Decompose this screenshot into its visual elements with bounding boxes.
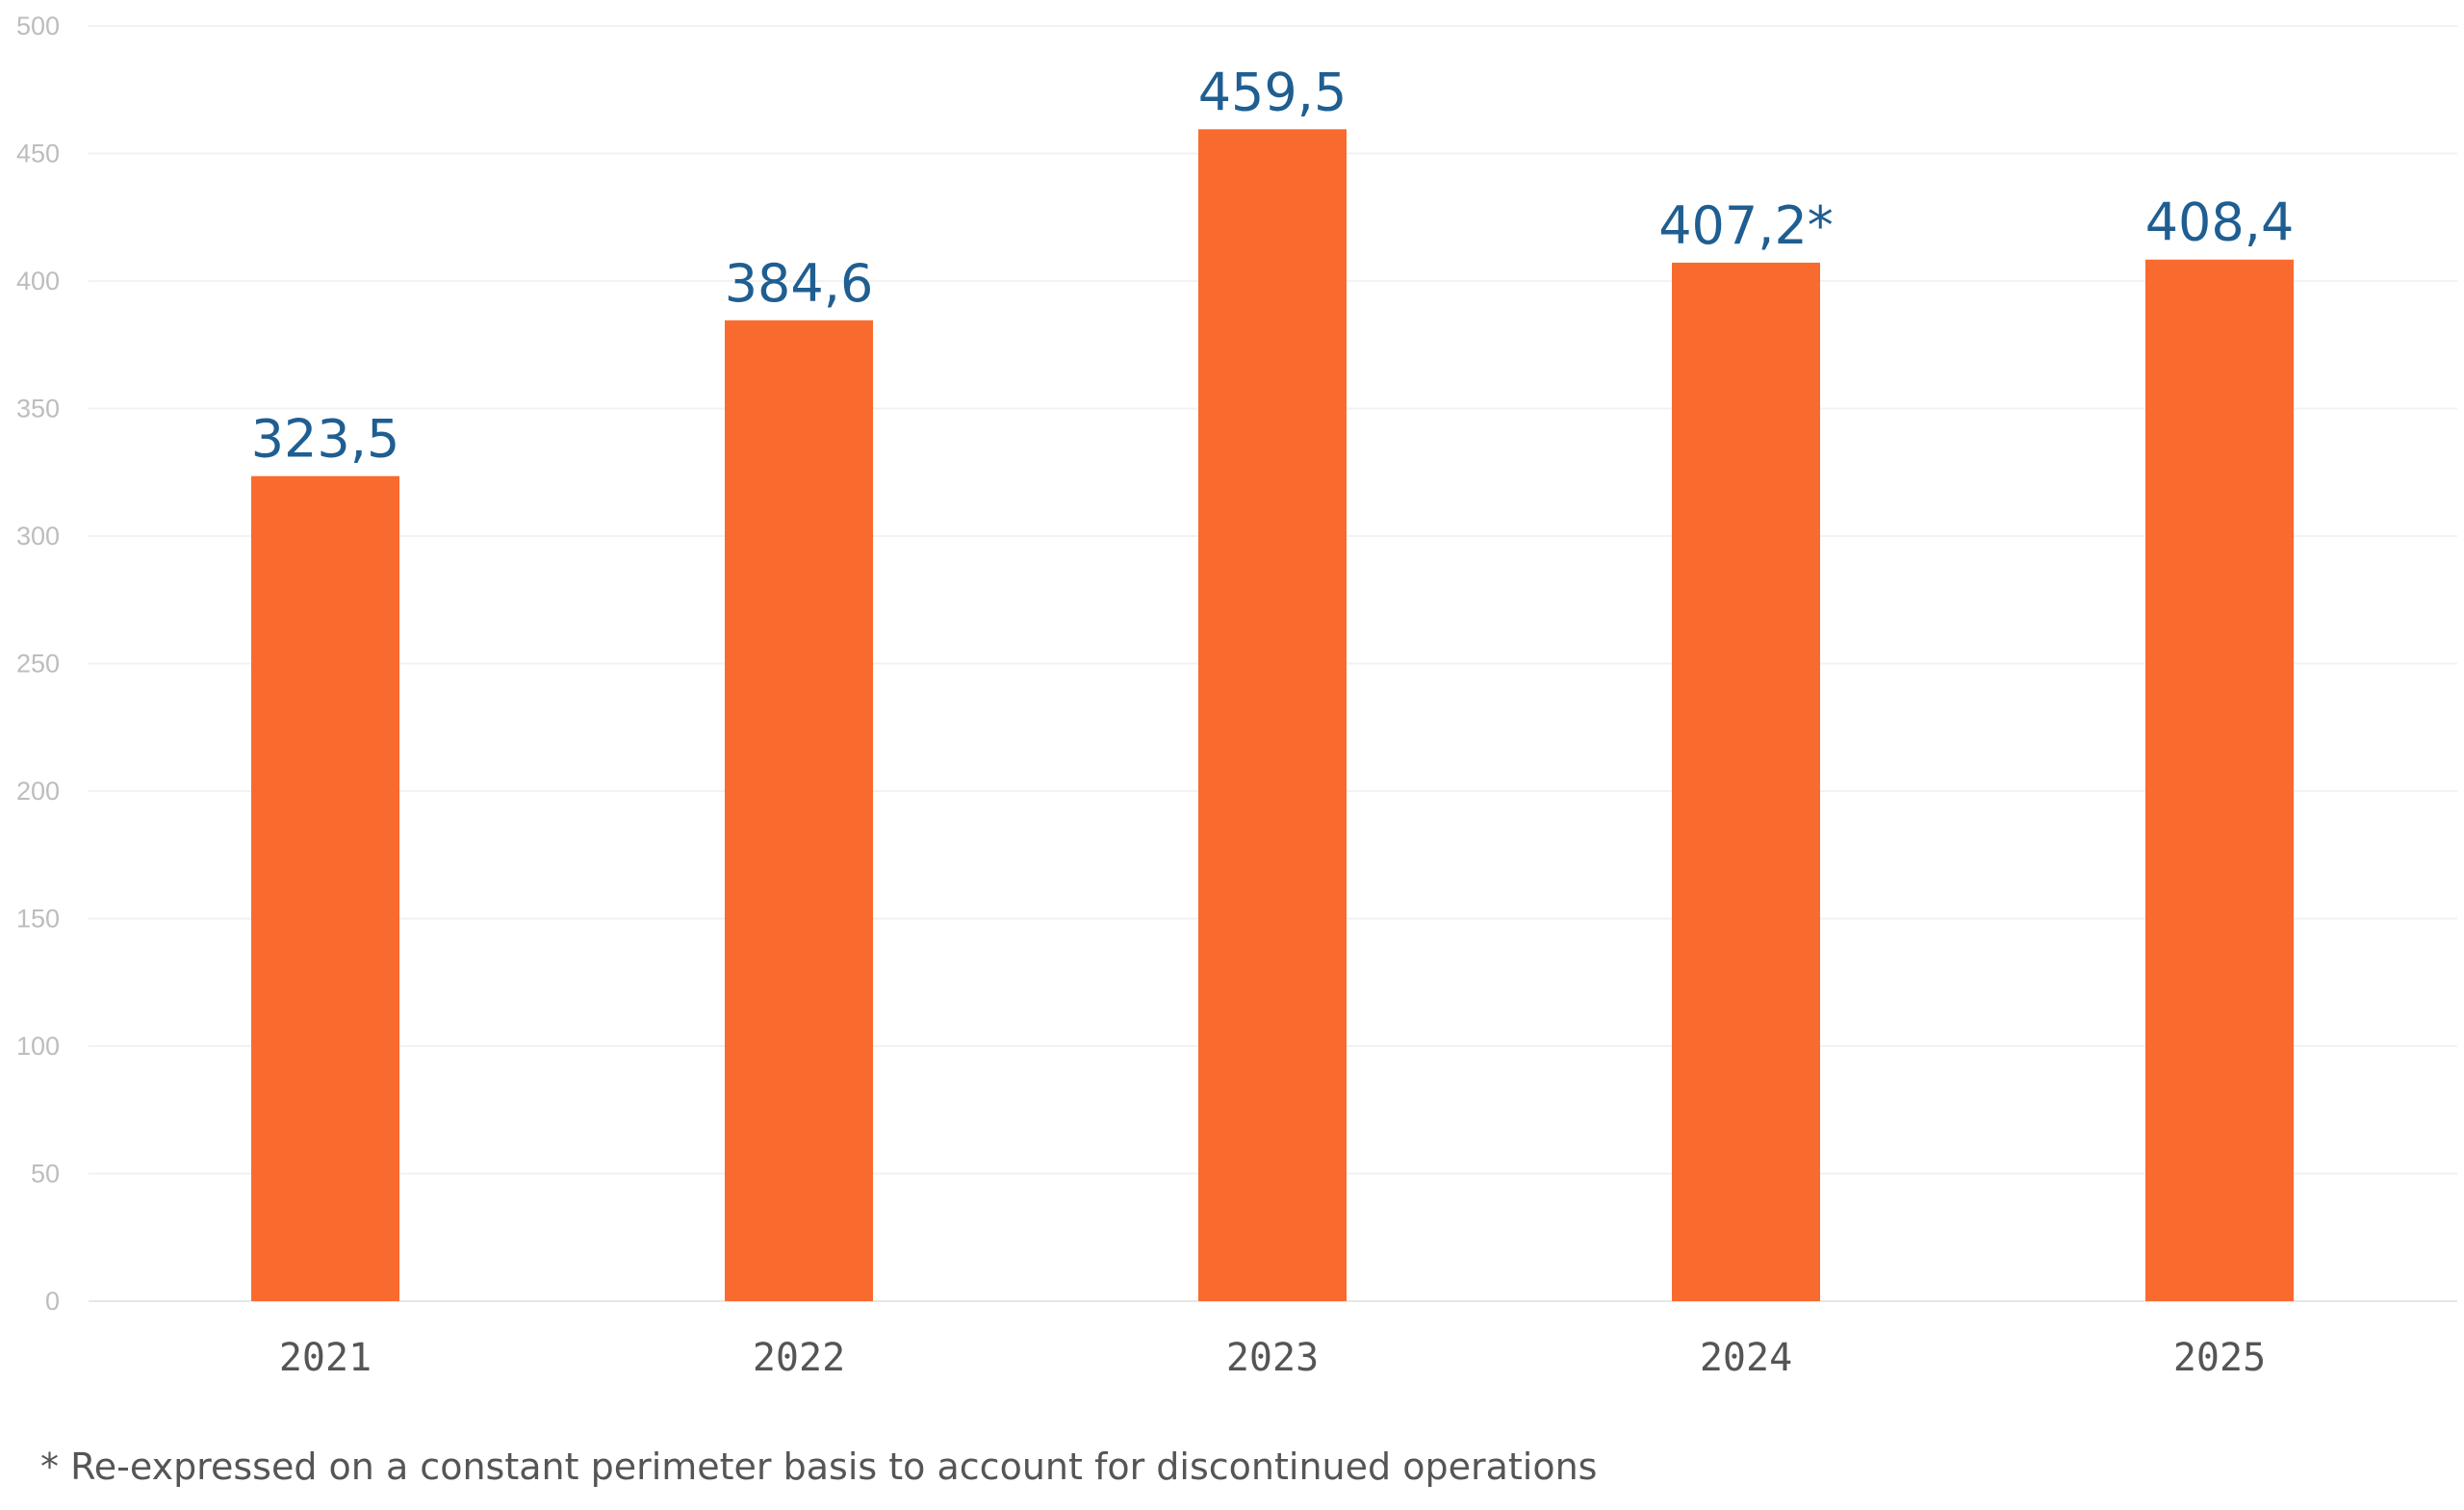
y-tick-label: 150 <box>16 905 60 934</box>
x-tick-label-2022: 2022 <box>753 1336 845 1380</box>
y-tick-label: 50 <box>31 1160 60 1189</box>
x-tick-label-2024: 2024 <box>1700 1336 1792 1380</box>
y-tick-label: 0 <box>45 1287 60 1316</box>
data-label-2022: 384,6 <box>725 253 874 314</box>
y-tick-label: 200 <box>16 777 60 806</box>
x-tick-label-2023: 2023 <box>1226 1336 1319 1380</box>
y-tick-label: 350 <box>16 395 60 423</box>
y-tick-label: 300 <box>16 522 60 550</box>
x-tick-label-2025: 2025 <box>2173 1336 2266 1380</box>
bar-2024 <box>1672 262 1820 1301</box>
bars <box>251 129 2294 1302</box>
y-axis-ticks: 0 50 100 150 200 250 300 350 400 450 500 <box>16 12 60 1316</box>
y-tick-label: 400 <box>16 267 60 295</box>
data-label-2025: 408,4 <box>2145 192 2295 253</box>
bar-2025 <box>2145 259 2294 1301</box>
data-label-2024: 407,2* <box>1658 195 1834 256</box>
bar-2023 <box>1198 129 1347 1302</box>
x-tick-label-2021: 2021 <box>279 1336 372 1380</box>
data-label-2021: 323,5 <box>251 409 400 470</box>
x-axis-ticks: 2021 2022 2023 2024 2025 <box>279 1336 2266 1380</box>
y-tick-label: 100 <box>16 1032 60 1061</box>
y-tick-label: 250 <box>16 650 60 678</box>
footnote: * Re-expressed on a constant perimeter b… <box>40 1446 1598 1488</box>
y-tick-label: 450 <box>16 140 60 168</box>
bar-2021 <box>251 475 399 1302</box>
bar-2022 <box>725 320 873 1301</box>
data-labels: 323,5 384,6 459,5 407,2* 408,4 <box>251 62 2295 469</box>
y-tick-label: 500 <box>16 12 60 40</box>
data-label-2023: 459,5 <box>1198 62 1348 122</box>
